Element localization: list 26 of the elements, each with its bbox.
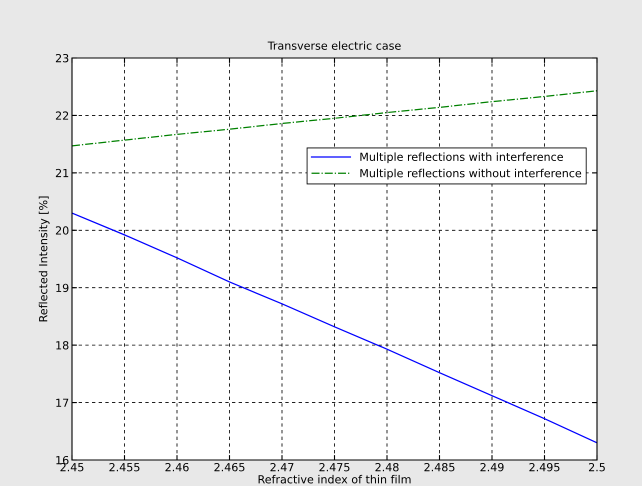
y-tick-label: 22 bbox=[56, 111, 68, 120]
x-tick-label: 2.49 bbox=[480, 462, 504, 472]
x-axis-title: Refractive index of thin film bbox=[258, 474, 411, 484]
x-tick-label: 2.5 bbox=[588, 462, 605, 472]
x-tick-label: 2.48 bbox=[375, 462, 399, 472]
line-series bbox=[72, 212, 597, 444]
x-tick-label: 2.465 bbox=[214, 462, 244, 472]
x-tick-label: 2.45 bbox=[60, 462, 84, 472]
legend-label: Multiple reflections with interference bbox=[360, 152, 563, 164]
y-tick-label: 17 bbox=[56, 398, 68, 407]
y-tick-label: 20 bbox=[56, 226, 68, 235]
chart-title: Transverse electric case bbox=[268, 41, 401, 50]
y-tick-label: 18 bbox=[56, 341, 68, 350]
y-tick-label: 23 bbox=[56, 54, 68, 62]
y-axis-title: Reflected Intensity [%] bbox=[38, 196, 50, 322]
line-series bbox=[72, 90, 597, 146]
x-tick-label: 2.475 bbox=[319, 462, 350, 472]
x-tick-label: 2.485 bbox=[424, 462, 454, 472]
y-tick-label: 16 bbox=[56, 456, 69, 464]
x-tick-label: 2.46 bbox=[165, 462, 189, 472]
legend-label: Multiple reflections without interference bbox=[360, 168, 582, 180]
y-tick-label: 21 bbox=[56, 168, 68, 178]
x-tick-label: 2.495 bbox=[529, 462, 560, 472]
x-tick-label: 2.455 bbox=[109, 462, 140, 472]
x-tick-label: 2.47 bbox=[270, 462, 294, 472]
y-tick-label: 19 bbox=[56, 284, 68, 292]
